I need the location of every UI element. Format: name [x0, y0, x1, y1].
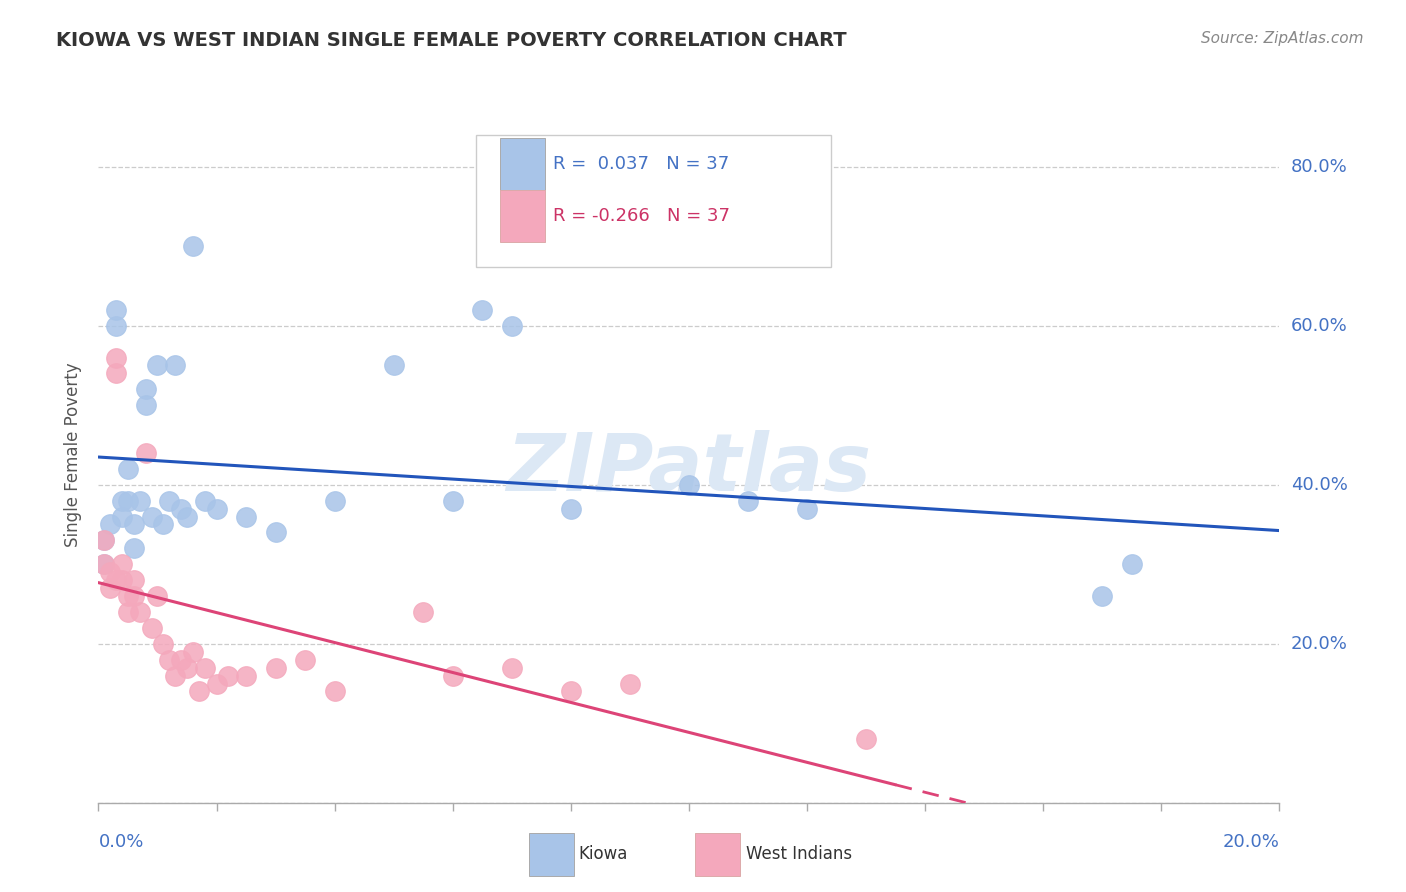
Point	[111, 493, 134, 508]
Point	[165, 668, 187, 682]
Point	[501, 660, 523, 674]
Point	[170, 653, 193, 667]
Point	[111, 573, 134, 587]
Point	[128, 605, 150, 619]
Point	[176, 660, 198, 674]
Point	[501, 318, 523, 333]
Point	[111, 558, 134, 572]
Point	[141, 509, 163, 524]
Point	[205, 501, 228, 516]
Point	[855, 732, 877, 747]
Point	[264, 525, 287, 540]
Point	[98, 581, 121, 595]
Text: 60.0%: 60.0%	[1291, 317, 1347, 334]
Point	[194, 493, 217, 508]
Point	[93, 558, 115, 572]
Point	[181, 645, 204, 659]
Point	[105, 302, 128, 317]
Point	[441, 668, 464, 682]
Point	[98, 565, 121, 579]
Point	[619, 676, 641, 690]
Point	[105, 351, 128, 365]
Point	[235, 668, 257, 682]
Text: Kiowa: Kiowa	[578, 845, 627, 863]
Point	[323, 493, 346, 508]
Point	[796, 501, 818, 516]
Point	[176, 509, 198, 524]
Text: 40.0%: 40.0%	[1291, 475, 1347, 494]
Point	[382, 359, 405, 373]
Point	[122, 541, 145, 556]
Text: R =  0.037   N = 37: R = 0.037 N = 37	[553, 155, 730, 173]
Text: 80.0%: 80.0%	[1291, 158, 1347, 176]
Point	[122, 589, 145, 603]
Y-axis label: Single Female Poverty: Single Female Poverty	[65, 363, 83, 547]
Point	[93, 558, 115, 572]
Point	[441, 493, 464, 508]
Point	[122, 517, 145, 532]
Text: 0.0%: 0.0%	[98, 833, 143, 851]
Point	[323, 684, 346, 698]
Point	[560, 684, 582, 698]
FancyBboxPatch shape	[501, 138, 546, 190]
Point	[146, 359, 169, 373]
Point	[135, 446, 157, 460]
Point	[117, 605, 139, 619]
Point	[135, 382, 157, 396]
Point	[117, 493, 139, 508]
Point	[117, 462, 139, 476]
Text: West Indians: West Indians	[745, 845, 852, 863]
Point	[412, 605, 434, 619]
Point	[678, 477, 700, 491]
Point	[135, 398, 157, 412]
Text: Source: ZipAtlas.com: Source: ZipAtlas.com	[1201, 31, 1364, 46]
Point	[205, 676, 228, 690]
Point	[471, 302, 494, 317]
Point	[128, 493, 150, 508]
Point	[560, 501, 582, 516]
Text: 20.0%: 20.0%	[1223, 833, 1279, 851]
Point	[235, 509, 257, 524]
Point	[105, 367, 128, 381]
FancyBboxPatch shape	[501, 190, 546, 243]
Point	[264, 660, 287, 674]
Point	[1121, 558, 1143, 572]
Point	[122, 573, 145, 587]
Point	[98, 517, 121, 532]
Text: ZIPatlas: ZIPatlas	[506, 430, 872, 508]
Point	[105, 573, 128, 587]
Text: KIOWA VS WEST INDIAN SINGLE FEMALE POVERTY CORRELATION CHART: KIOWA VS WEST INDIAN SINGLE FEMALE POVER…	[56, 31, 846, 50]
FancyBboxPatch shape	[477, 135, 831, 267]
Point	[141, 621, 163, 635]
Point	[294, 653, 316, 667]
Point	[187, 684, 209, 698]
Point	[117, 589, 139, 603]
Point	[181, 239, 204, 253]
Text: R = -0.266   N = 37: R = -0.266 N = 37	[553, 207, 730, 225]
Point	[194, 660, 217, 674]
Point	[217, 668, 239, 682]
Point	[111, 509, 134, 524]
Point	[170, 501, 193, 516]
FancyBboxPatch shape	[695, 833, 740, 876]
FancyBboxPatch shape	[530, 833, 575, 876]
Point	[737, 493, 759, 508]
Point	[93, 533, 115, 548]
Point	[157, 493, 180, 508]
Point	[1091, 589, 1114, 603]
Point	[157, 653, 180, 667]
Point	[146, 589, 169, 603]
Point	[105, 318, 128, 333]
Point	[93, 533, 115, 548]
Text: 20.0%: 20.0%	[1291, 635, 1347, 653]
Point	[152, 517, 174, 532]
Point	[152, 637, 174, 651]
Point	[165, 359, 187, 373]
